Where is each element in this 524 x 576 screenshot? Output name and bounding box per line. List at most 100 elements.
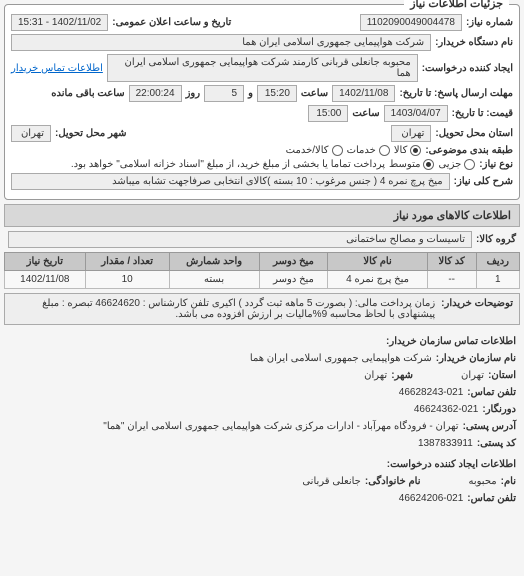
remain-and: و (248, 88, 253, 99)
cell-name: میخ پرچ نمره 4 (328, 271, 427, 289)
row-validity: قیمت: تا تاریخ: 1403/04/07 ساعت 15:00 (11, 105, 513, 122)
state-v: تهران (461, 367, 484, 384)
org-name-l: نام سازمان خریدار: (436, 350, 516, 367)
buyer-org-field: شرکت هواپیمایی جمهوری اسلامی ایران هما (11, 34, 431, 51)
city-v: تهران (364, 367, 387, 384)
rlast-v: جانعلی قربانی (302, 473, 361, 490)
rname-l: نام: (501, 473, 516, 490)
req-contact-title: اطلاعات ایجاد کننده درخواست: (387, 456, 516, 473)
radio-khadamat[interactable]: خدمات (347, 145, 390, 156)
fax-v: 46624362-021 (414, 401, 479, 418)
cell-qty: 10 (85, 271, 169, 289)
remain-days-field: 5 (204, 85, 244, 102)
col-desc: میخ دوسر (259, 253, 328, 271)
cell-code: -- (427, 271, 476, 289)
budget-type-label: طبقه بندی موضوعی: (425, 145, 513, 156)
remain-unit: روز (186, 88, 201, 99)
contact-section: اطلاعات تماس سازمان خریدار: نام سازمان خ… (4, 329, 520, 511)
row-subject: شرح کلی نیاز: میخ پرچ نمره 4 ( جنس مرغوب… (11, 173, 513, 190)
addr-v: تهران - فرودگاه مهرآباد - ادارات مرکزی ش… (103, 418, 458, 435)
time-label-1: ساعت (301, 88, 328, 99)
col-qty: تعداد / مقدار (85, 253, 169, 271)
delivery-city-field: تهران (11, 125, 51, 142)
creator-label: ایجاد کننده درخواست: (422, 63, 513, 74)
radio-empty-icon-2 (332, 145, 343, 156)
radio-kala[interactable]: کالا (394, 145, 422, 156)
radio-empty-icon-3 (464, 159, 475, 170)
goods-table: ردیف کد کالا نام کالا میخ دوسر واحد شمار… (4, 252, 520, 289)
pub-date-field: 1402/11/02 - 15:31 (11, 14, 108, 31)
group-field: تاسیسات و مصالح ساختمانی (8, 231, 472, 248)
main-panel: جزئیات اطلاعات نیاز شماره نیاز: 11020900… (4, 4, 520, 200)
req-no-field: 1102090049004478 (360, 14, 462, 31)
zip-v: 1387833911 (418, 435, 473, 452)
col-unit: واحد شمارش (169, 253, 259, 271)
creator-field: محبوبه جانعلی قربانی کارمند شرکت هواپیما… (107, 54, 418, 82)
opt-mot-label: متوسط (389, 159, 420, 170)
delivery-state-label: استان محل تحویل: (435, 128, 513, 139)
cell-date: 1402/11/08 (5, 271, 86, 289)
deadline-label: مهلت ارسال پاسخ: تا تاریخ: (399, 88, 513, 99)
need-type-label: نوع نیاز: (479, 159, 513, 170)
addr-l: آدرس پستی: (463, 418, 516, 435)
radio-dot-icon-2 (423, 159, 434, 170)
validity-time-field: 15:00 (308, 105, 348, 122)
buyer-org-label: نام دستگاه خریدار: (435, 37, 513, 48)
rlast-l: نام خانوادگی: (365, 473, 421, 490)
panel-title: جزئیات اطلاعات نیاز (404, 0, 509, 10)
radio-kalakhad[interactable]: کالا/خدمت (286, 145, 343, 156)
col-row: ردیف (476, 253, 519, 271)
radio-jozi[interactable]: جزیی (438, 159, 475, 170)
row-need-type: نوع نیاز: جزیی متوسط پرداخت تماما یا بخش… (11, 159, 513, 170)
radio-mot[interactable]: متوسط (389, 159, 434, 170)
zip-l: کد پستی: (477, 435, 516, 452)
remain-suffix: ساعت باقی مانده (51, 88, 124, 99)
rname-v: محبوبه (469, 473, 497, 490)
state-l: استان: (488, 367, 516, 384)
pub-date-label: تاریخ و ساعت اعلان عمومی: (112, 17, 231, 28)
row-group: گروه کالا: تاسیسات و مصالح ساختمانی (8, 231, 516, 248)
remain-time-field: 22:00:24 (129, 85, 182, 102)
section-goods-bar: اطلاعات کالاهای مورد نیاز (4, 204, 520, 227)
org-name: شرکت هواپیمایی جمهوری اسلامی ایران هما (250, 350, 432, 367)
contact-link[interactable]: اطلاعات تماس خریدار (11, 63, 103, 74)
delivery-state-field: تهران (391, 125, 431, 142)
fax-l: دورنگار: (482, 401, 516, 418)
validity-date-field: 1403/04/07 (384, 105, 448, 122)
tel-v: 46628243-021 (399, 384, 464, 401)
table-header-row: ردیف کد کالا نام کالا میخ دوسر واحد شمار… (5, 253, 520, 271)
opt-jozi-label: جزیی (438, 159, 461, 170)
group-label: گروه کالا: (476, 234, 516, 245)
table-row: 1 -- میخ پرچ نمره 4 میخ دوسر بسته 10 140… (5, 271, 520, 289)
time-label-2: ساعت (352, 108, 379, 119)
radio-empty-icon (379, 145, 390, 156)
subject-field: میخ پرچ نمره 4 ( جنس مرغوب : 10 بسته )کا… (11, 173, 450, 190)
delivery-city-label: شهر محل تحویل: (55, 128, 127, 139)
notes-label: توضیحات خریدار: (441, 298, 513, 320)
col-name: نام کالا (328, 253, 427, 271)
deadline-time-field: 15:20 (257, 85, 297, 102)
opt-kala-label: کالا (394, 145, 408, 156)
contact-title: اطلاعات تماس سازمان خریدار: (386, 333, 516, 350)
cell-unit: بسته (169, 271, 259, 289)
validity-label: قیمت: تا تاریخ: (452, 108, 513, 119)
opt-khadamat-label: خدمات (347, 145, 376, 156)
rtel-v: 46624206-021 (399, 490, 464, 507)
subject-label: شرح کلی نیاز: (454, 176, 513, 187)
buyer-notes-box: توضیحات خریدار: زمان پرداخت مالی: ( بصور… (4, 293, 520, 325)
row-deadline: مهلت ارسال پاسخ: تا تاریخ: 1402/11/08 سا… (11, 85, 513, 102)
cell-desc: میخ دوسر (259, 271, 328, 289)
city-l: شهر: (391, 367, 413, 384)
row-creator: ایجاد کننده درخواست: محبوبه جانعلی قربان… (11, 54, 513, 82)
rtel-l: تلفن تماس: (467, 490, 516, 507)
col-code: کد کالا (427, 253, 476, 271)
deadline-date-field: 1402/11/08 (332, 85, 395, 102)
row-delivery: استان محل تحویل: تهران شهر محل تحویل: ته… (11, 125, 513, 142)
row-req-no: شماره نیاز: 1102090049004478 تاریخ و ساع… (11, 14, 513, 31)
notes-text: زمان پرداخت مالی: ( بصورت 5 ماهه ثبت گرد… (11, 298, 435, 320)
req-no-label: شماره نیاز: (466, 17, 513, 28)
process-note: پرداخت تماما یا بخشی از مبلغ خرید، از مب… (71, 159, 385, 170)
row-buyer: نام دستگاه خریدار: شرکت هواپیمایی جمهوری… (11, 34, 513, 51)
col-date: تاریخ نیاز (5, 253, 86, 271)
row-budget-type: طبقه بندی موضوعی: کالا خدمات کالا/خدمت (11, 145, 513, 156)
